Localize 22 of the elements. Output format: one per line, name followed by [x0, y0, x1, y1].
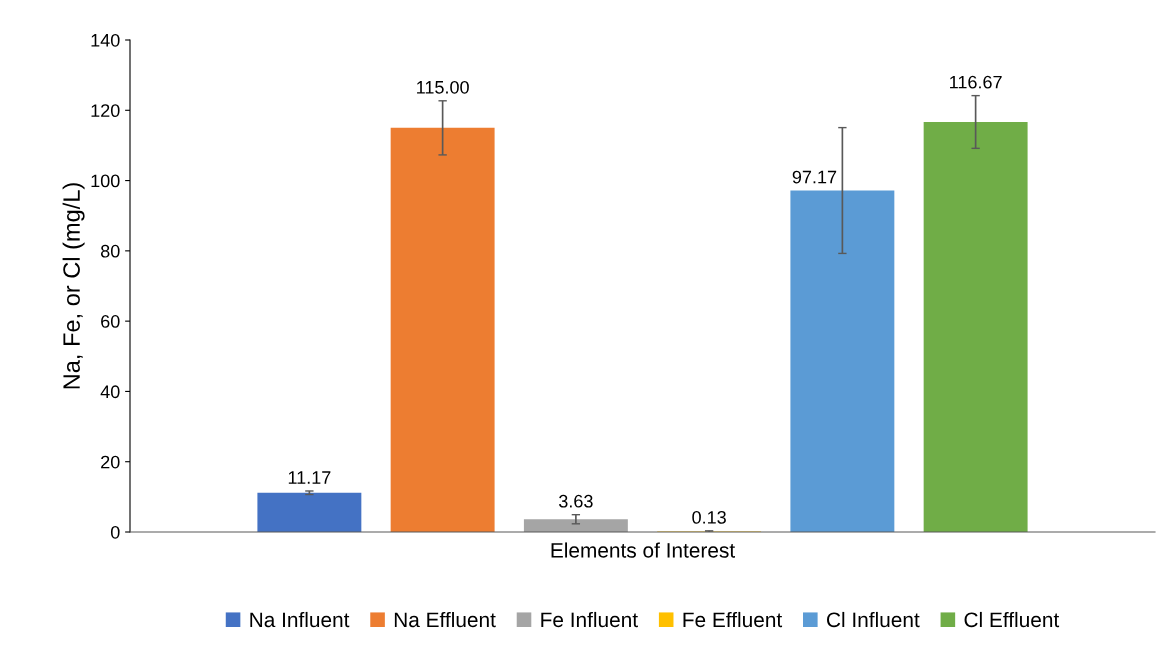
legend-label: Na Influent	[250, 611, 350, 628]
data-label: 3.63	[558, 494, 593, 508]
y-tick-label: 60	[101, 315, 120, 328]
data-label: 97.17	[792, 170, 837, 184]
y-tick-label: 0	[110, 525, 120, 539]
legend-label: Na Effluent	[394, 611, 496, 628]
data-label: 11.17	[288, 471, 331, 484]
x-axis-title: Elements of Interest	[551, 542, 735, 558]
y-tick-label: 80	[100, 244, 120, 258]
y-tick-label: 140	[91, 33, 120, 47]
legend-label: Fe Influent	[541, 611, 638, 628]
data-label: 115.00	[417, 80, 469, 94]
y-tick-label: 100	[91, 174, 120, 188]
data-label: 0.13	[692, 510, 726, 524]
legend-label: Cl Influent	[827, 611, 920, 628]
y-tick-label: 40	[100, 385, 120, 399]
legend-label: Fe Effluent	[683, 611, 783, 628]
data-label: 116.67	[950, 75, 1002, 89]
y-tick-label: 20	[101, 455, 120, 469]
y-tick-label: 120	[91, 104, 120, 118]
legend-label: Cl Effluent	[964, 611, 1060, 628]
y-axis-title: Na, Fe, or Cl (mg/L)	[62, 183, 85, 389]
